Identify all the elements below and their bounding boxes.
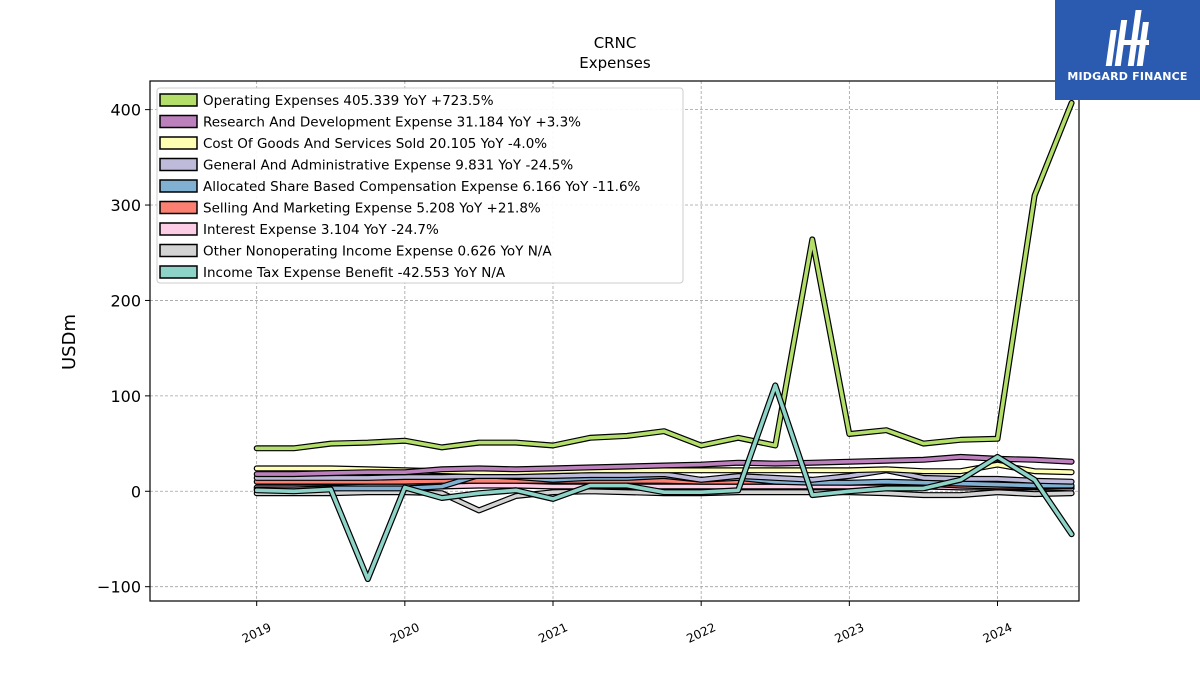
series-lines bbox=[253, 99, 1075, 583]
legend-swatch bbox=[159, 200, 198, 215]
chart-title: CRNC bbox=[594, 34, 637, 52]
legend-swatch bbox=[159, 222, 198, 236]
legend: Operating Expenses 405.339 YoY +723.5% Re… bbox=[156, 87, 684, 284]
series-line bbox=[254, 468, 1074, 484]
series-line bbox=[254, 101, 1074, 451]
x-tick-label: 2022 bbox=[684, 620, 718, 646]
legend-entry: Cost Of Goods And Services Sold 20.105 Y… bbox=[203, 136, 547, 152]
legend-swatch bbox=[159, 243, 198, 258]
legend-entry: Other Nonoperating Income Expense 0.626 … bbox=[203, 244, 552, 260]
midgard-finance-logo: MIDGARD FINANCE bbox=[1055, 0, 1200, 100]
legend-entry: General And Administrative Expense 9.831… bbox=[203, 158, 573, 174]
logo-text: MIDGARD FINANCE bbox=[1067, 70, 1188, 83]
legend-entry: Allocated Share Based Compensation Expen… bbox=[203, 179, 641, 195]
chart-subtitle: Expenses bbox=[579, 54, 651, 72]
y-tick-label: −100 bbox=[97, 578, 141, 597]
y-tick-label: 200 bbox=[110, 291, 141, 310]
y-tick-label: 400 bbox=[110, 101, 141, 120]
legend-entry: Selling And Marketing Expense 5.208 YoY … bbox=[203, 201, 541, 217]
series-line bbox=[254, 383, 1074, 581]
legend-entry: Income Tax Expense Benefit -42.553 YoY N… bbox=[203, 265, 506, 281]
legend-swatch bbox=[159, 136, 198, 150]
y-axis-label: USDm bbox=[59, 314, 80, 370]
midgard-logo-icon bbox=[1105, 10, 1149, 66]
legend-box bbox=[156, 87, 684, 284]
series-line bbox=[254, 455, 1074, 476]
legend-swatch bbox=[159, 157, 198, 172]
legend-swatch bbox=[159, 179, 198, 193]
legend-entry: Operating Expenses 405.339 YoY +723.5% bbox=[203, 93, 494, 109]
legend-swatch bbox=[159, 93, 198, 107]
x-tick-label: 2024 bbox=[981, 620, 1015, 646]
legend-entry: Research And Development Expense 31.184 … bbox=[203, 115, 581, 131]
y-tick-label: 300 bbox=[110, 196, 141, 215]
legend-swatch bbox=[159, 265, 198, 279]
plot-frame bbox=[149, 80, 1080, 602]
y-tick-label: 0 bbox=[131, 482, 141, 501]
x-tick-label: 2021 bbox=[536, 620, 570, 646]
y-tick-label: 100 bbox=[110, 387, 141, 406]
legend-swatch bbox=[159, 114, 198, 129]
x-tick-label: 2020 bbox=[388, 620, 422, 646]
legend-entry: Interest Expense 3.104 YoY -24.7% bbox=[203, 222, 439, 238]
x-tick-label: 2019 bbox=[240, 620, 274, 646]
x-tick-label: 2023 bbox=[833, 620, 867, 646]
